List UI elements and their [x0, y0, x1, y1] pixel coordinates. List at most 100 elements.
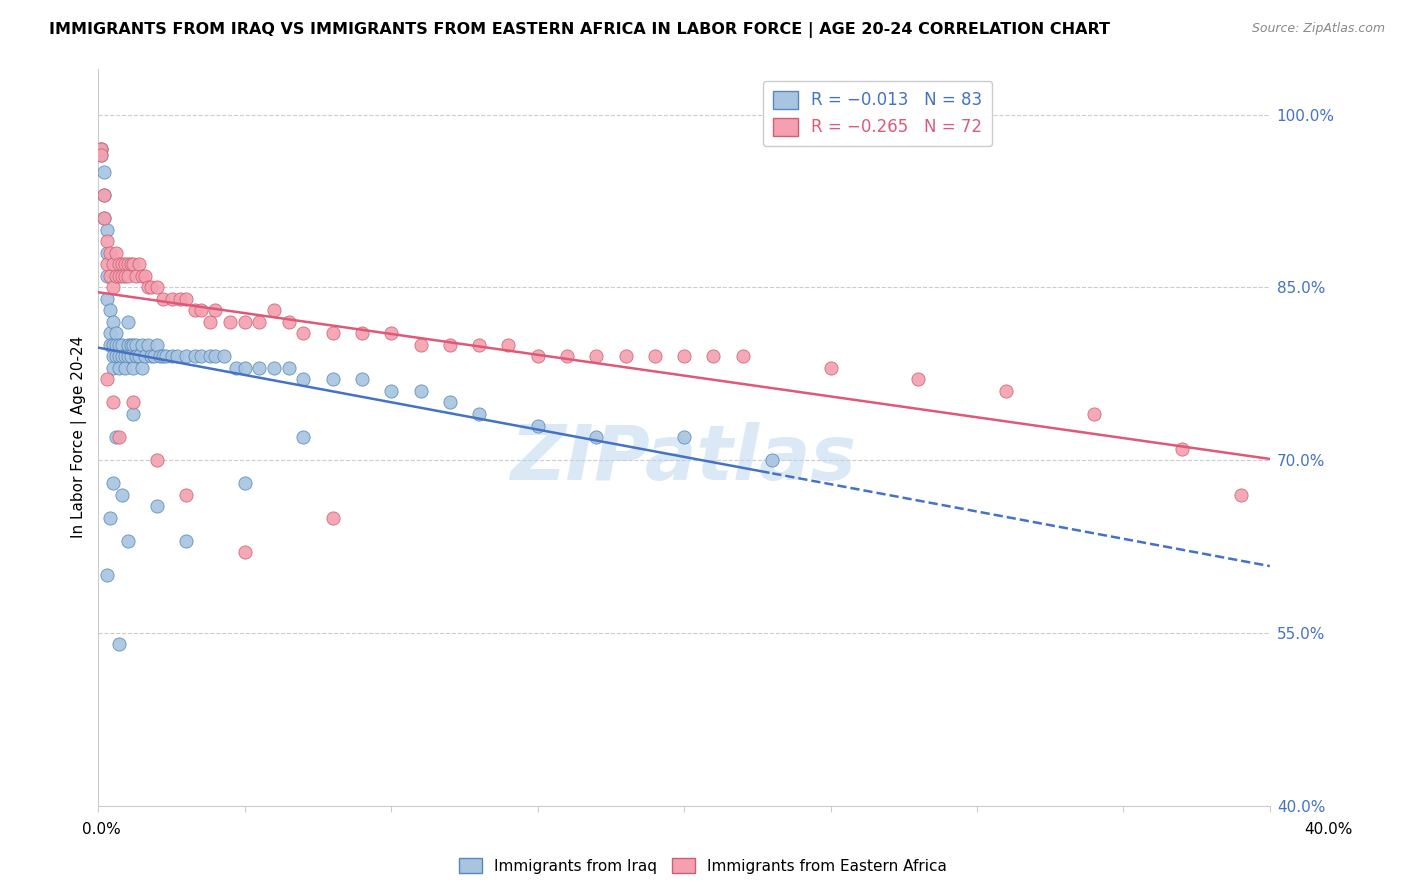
Point	[96, 257, 118, 271]
Point	[108, 338, 131, 352]
Point	[439, 395, 461, 409]
Point	[249, 360, 271, 375]
Point	[1171, 442, 1194, 456]
Point	[104, 430, 127, 444]
Point	[1229, 488, 1251, 502]
Point	[104, 338, 127, 352]
Point	[93, 188, 115, 202]
Point	[198, 350, 221, 364]
Point	[108, 268, 131, 283]
Point	[155, 350, 177, 364]
Point	[104, 268, 127, 283]
Point	[322, 326, 344, 341]
Point	[101, 315, 124, 329]
Point	[139, 280, 162, 294]
Point	[114, 257, 136, 271]
Point	[1083, 407, 1105, 421]
Point	[101, 395, 124, 409]
Point	[292, 326, 315, 341]
Point	[104, 326, 127, 341]
Point	[90, 148, 112, 162]
Point	[96, 234, 118, 248]
Point	[644, 350, 666, 364]
Point	[134, 268, 156, 283]
Point	[120, 350, 142, 364]
Point	[204, 350, 226, 364]
Point	[322, 510, 344, 524]
Point	[350, 372, 373, 386]
Point	[117, 315, 139, 329]
Text: IMMIGRANTS FROM IRAQ VS IMMIGRANTS FROM EASTERN AFRICA IN LABOR FORCE | AGE 20-2: IMMIGRANTS FROM IRAQ VS IMMIGRANTS FROM …	[49, 22, 1111, 38]
Point	[169, 292, 191, 306]
Point	[166, 350, 188, 364]
Point	[292, 430, 315, 444]
Point	[526, 418, 548, 433]
Point	[184, 350, 207, 364]
Point	[104, 350, 127, 364]
Point	[108, 637, 131, 651]
Point	[111, 350, 134, 364]
Point	[90, 142, 112, 156]
Point	[322, 372, 344, 386]
Point	[136, 338, 159, 352]
Point	[117, 257, 139, 271]
Point	[93, 188, 115, 202]
Point	[114, 350, 136, 364]
Point	[214, 350, 236, 364]
Point	[249, 315, 271, 329]
Point	[380, 384, 402, 398]
Point	[125, 338, 148, 352]
Point	[90, 148, 112, 162]
Point	[225, 360, 247, 375]
Point	[101, 360, 124, 375]
Point	[555, 350, 578, 364]
Point	[731, 350, 754, 364]
Point	[761, 453, 783, 467]
Point	[149, 350, 172, 364]
Point	[98, 245, 121, 260]
Point	[277, 360, 299, 375]
Point	[152, 350, 174, 364]
Point	[380, 326, 402, 341]
Point	[111, 338, 134, 352]
Point	[125, 350, 148, 364]
Point	[233, 360, 256, 375]
Point	[190, 350, 212, 364]
Point	[498, 338, 520, 352]
Point	[526, 350, 548, 364]
Point	[468, 338, 491, 352]
Point	[96, 568, 118, 582]
Point	[233, 545, 256, 559]
Point	[98, 303, 121, 318]
Point	[128, 257, 150, 271]
Point	[233, 476, 256, 491]
Point	[111, 268, 134, 283]
Point	[101, 280, 124, 294]
Point	[219, 315, 242, 329]
Point	[160, 350, 183, 364]
Point	[673, 430, 696, 444]
Point	[673, 350, 696, 364]
Point	[409, 384, 432, 398]
Point	[146, 499, 169, 513]
Point	[117, 268, 139, 283]
Point	[122, 395, 145, 409]
Point	[96, 292, 118, 306]
Point	[117, 533, 139, 548]
Point	[136, 280, 159, 294]
Point	[146, 280, 169, 294]
Point	[184, 303, 207, 318]
Point	[174, 488, 197, 502]
Point	[93, 165, 115, 179]
Point	[93, 211, 115, 226]
Point	[134, 350, 156, 364]
Point	[96, 268, 118, 283]
Point	[117, 338, 139, 352]
Point	[439, 338, 461, 352]
Point	[117, 350, 139, 364]
Point	[120, 257, 142, 271]
Point	[174, 350, 197, 364]
Point	[101, 338, 124, 352]
Point	[96, 372, 118, 386]
Point	[820, 360, 842, 375]
